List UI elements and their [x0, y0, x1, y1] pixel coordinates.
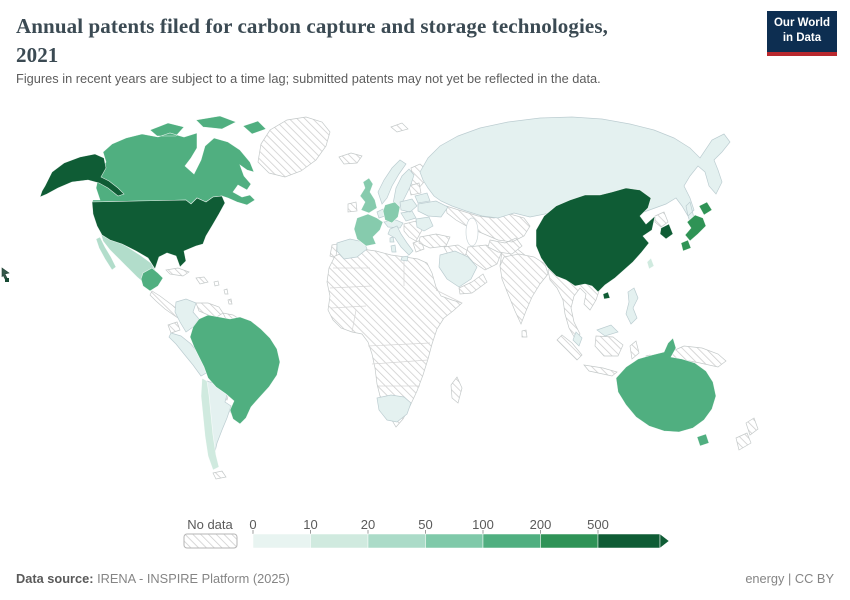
bin-200-500-countries [680, 201, 713, 252]
country-philippines[interactable] [625, 287, 639, 325]
region-africa[interactable] [326, 248, 463, 428]
page-title: Annual patents filed for carbon capture … [16, 12, 716, 70]
country-india[interactable] [499, 253, 549, 338]
legend-arrow-tip [659, 533, 670, 549]
bin-100-200-countries [91, 115, 717, 447]
country-spain[interactable] [336, 238, 368, 260]
legend-ticks [252, 530, 599, 534]
country-saudi-arabia[interactable] [438, 250, 478, 288]
legend-label-0: 0 [249, 517, 256, 532]
title-line2: 2021 [16, 42, 59, 67]
country-svalbard[interactable] [390, 122, 409, 133]
legend-labels: 0 10 20 50 100 200 500 [249, 517, 608, 532]
country-north-korea[interactable] [654, 211, 669, 228]
legend-bin-20[interactable] [367, 533, 426, 549]
country-ireland[interactable] [347, 201, 358, 213]
bin-50-100-countries [353, 177, 401, 247]
data-source: Data source: IRENA - INSPIRE Platform (2… [16, 571, 290, 586]
country-france[interactable] [353, 213, 384, 247]
no-data-swatch[interactable] [183, 533, 238, 549]
legend-label-500: 500 [587, 517, 609, 532]
country-chile[interactable] [200, 377, 220, 471]
title-line1: Annual patents filed for carbon capture … [16, 14, 608, 38]
country-turkey[interactable] [418, 233, 451, 249]
bin-500-countries [39, 153, 674, 300]
legend-label-100: 100 [472, 517, 494, 532]
country-cuba[interactable] [165, 267, 233, 305]
data-source-value: IRENA - INSPIRE Platform (2025) [93, 571, 290, 586]
country-united-kingdom[interactable] [359, 177, 378, 214]
country-italy[interactable] [387, 225, 414, 262]
country-brazil[interactable] [189, 314, 281, 425]
owid-logo[interactable]: Our World in Data [766, 11, 837, 56]
country-australia[interactable] [615, 337, 717, 447]
region-eastern-europe[interactable] [399, 192, 449, 232]
country-taiwan[interactable] [646, 257, 655, 270]
caspian-sea [465, 217, 479, 247]
legend-color-bar [252, 533, 670, 549]
data-source-label: Data source: [16, 571, 94, 586]
country-japan[interactable] [680, 201, 713, 252]
legend-bin-500[interactable] [597, 533, 661, 549]
country-malaysia[interactable] [572, 324, 619, 347]
chart-subtitle: Figures in recent years are subject to a… [16, 71, 601, 86]
country-germany[interactable] [382, 201, 401, 224]
country-new-zealand[interactable] [735, 417, 759, 451]
country-greenland[interactable] [257, 116, 331, 178]
legend-label-20: 20 [361, 517, 375, 532]
map-legend: No data 0 10 20 50 100 200 500 [183, 517, 670, 549]
legend-bin-10[interactable] [310, 533, 369, 549]
country-guatemala[interactable] [140, 267, 164, 292]
country-south-africa[interactable] [376, 394, 412, 423]
country-china[interactable] [535, 187, 656, 300]
country-indonesia[interactable] [556, 334, 652, 382]
legend-bin-200[interactable] [540, 533, 599, 549]
legend-label-50: 50 [418, 517, 432, 532]
country-peru[interactable] [168, 332, 209, 377]
legend-label-200: 200 [530, 517, 552, 532]
country-norway[interactable] [377, 159, 407, 205]
chart-footer: Data source: IRENA - INSPIRE Platform (2… [0, 568, 850, 592]
legend-label-10: 10 [303, 517, 317, 532]
world-map [39, 115, 759, 480]
africa-internal-borders [329, 257, 463, 387]
region-central-asia[interactable] [445, 205, 531, 255]
country-tierra-del-fuego[interactable] [212, 470, 227, 480]
country-ecuador[interactable] [167, 321, 181, 334]
license-text[interactable]: energy | CC BY [745, 571, 834, 586]
country-south-korea[interactable] [659, 223, 674, 240]
owid-logo-line2: in Data [782, 31, 822, 44]
country-iceland[interactable] [338, 152, 363, 165]
country-baltics[interactable] [408, 182, 422, 196]
country-madagascar[interactable] [450, 376, 463, 404]
legend-bin-50[interactable] [425, 533, 484, 549]
legend-bin-100[interactable] [482, 533, 541, 549]
country-canada[interactable] [91, 115, 267, 206]
no-data-label: No data [187, 517, 233, 532]
legend-bin-0[interactable] [252, 533, 311, 549]
owid-logo-line1: Our World [773, 17, 830, 29]
country-usa[interactable] [39, 153, 226, 270]
bin-10-20-countries [200, 257, 655, 471]
